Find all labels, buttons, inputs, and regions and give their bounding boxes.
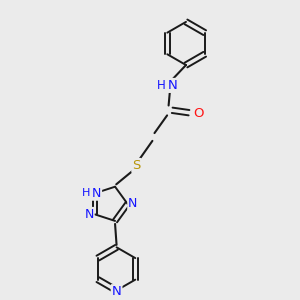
Text: N: N <box>112 285 122 298</box>
Text: H: H <box>82 188 91 198</box>
Text: H: H <box>157 79 166 92</box>
Text: N: N <box>168 79 178 92</box>
Text: O: O <box>193 107 203 120</box>
Text: N: N <box>92 187 101 200</box>
Text: N: N <box>128 197 138 210</box>
Text: N: N <box>84 208 94 221</box>
Text: S: S <box>132 159 141 172</box>
